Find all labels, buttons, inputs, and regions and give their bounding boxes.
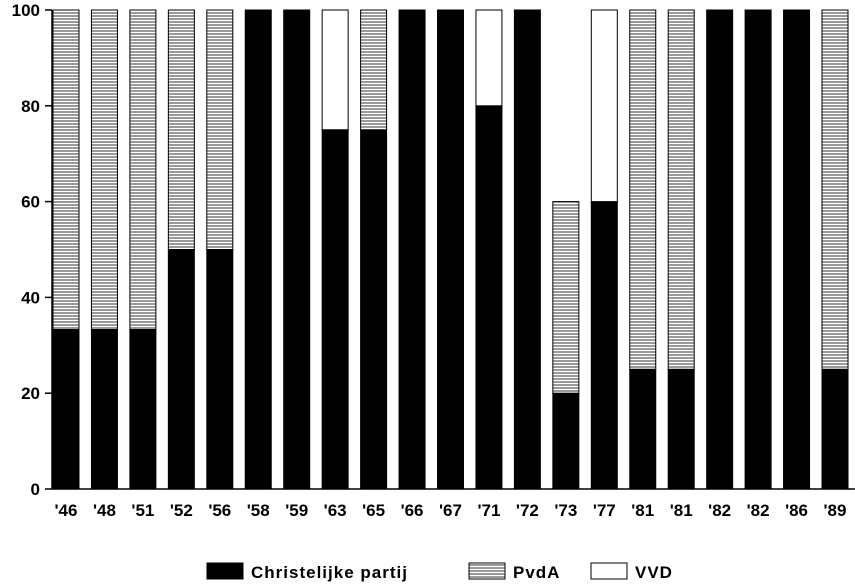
bar-segment-christelijke-partij <box>475 105 503 490</box>
bar-segment-pvda <box>360 9 388 131</box>
x-tick-label: '71 <box>477 501 500 520</box>
bar-segment-christelijke-partij <box>283 9 311 490</box>
legend-label: Christelijke partij <box>251 563 408 582</box>
x-tick-label: '81 <box>670 501 693 520</box>
bar-segment-pvda <box>667 9 695 370</box>
y-tick-label: 80 <box>21 97 40 116</box>
legend-label: VVD <box>635 563 673 582</box>
y-tick-label: 100 <box>12 1 40 20</box>
bar-segment-christelijke-partij <box>360 129 388 490</box>
bar-segment-christelijke-partij <box>821 368 849 490</box>
bar-segment-vvd <box>475 9 503 107</box>
bar-segment-christelijke-partij <box>206 249 234 490</box>
bar-segment-pvda <box>167 9 195 250</box>
x-tick-label: '72 <box>516 501 539 520</box>
bar-segment-christelijke-partij <box>590 201 618 490</box>
legend-item: Christelijke partij <box>206 562 408 582</box>
bars-group <box>52 9 849 490</box>
x-tick-label: '66 <box>401 501 424 520</box>
bar-segment-pvda <box>629 9 657 370</box>
bar-segment-christelijke-partij <box>321 129 349 490</box>
x-tick-label: '51 <box>131 501 154 520</box>
bar-segment-pvda <box>206 9 234 250</box>
y-tick-label: 20 <box>21 384 40 403</box>
bar-segment-vvd <box>321 9 349 131</box>
bar-segment-christelijke-partij <box>244 9 272 490</box>
legend-label: PvdA <box>513 563 560 582</box>
bar-segment-pvda <box>52 9 80 330</box>
y-tick-label: 60 <box>21 193 40 212</box>
bar-segment-christelijke-partij <box>52 328 80 490</box>
x-tick-label: '56 <box>208 501 231 520</box>
bar-segment-christelijke-partij <box>783 9 811 490</box>
legend: Christelijke partij PvdA VVD <box>206 562 673 582</box>
x-tick-label: '73 <box>554 501 577 520</box>
bar-segment-vvd <box>590 9 618 203</box>
y-axis: 0 20 40 60 80 100 <box>12 1 53 499</box>
bar-segment-pvda <box>552 201 580 394</box>
legend-item: VVD <box>590 562 673 582</box>
bar-segment-christelijke-partij <box>629 368 657 490</box>
x-tick-label: '52 <box>170 501 193 520</box>
x-tick-label: '81 <box>631 501 654 520</box>
x-tick-label: '46 <box>55 501 78 520</box>
bar-segment-pvda <box>821 9 849 370</box>
x-tick-label: '82 <box>708 501 731 520</box>
bar-segment-christelijke-partij <box>129 328 157 490</box>
x-tick-label: '77 <box>593 501 616 520</box>
x-tick-label: '58 <box>247 501 270 520</box>
bar-segment-christelijke-partij <box>398 9 426 490</box>
x-tick-label: '67 <box>439 501 462 520</box>
bar-segment-christelijke-partij <box>167 249 195 490</box>
bar-segment-pvda <box>90 9 118 330</box>
x-tick-label: '86 <box>785 501 808 520</box>
bar-segment-pvda <box>129 9 157 330</box>
bar-segment-christelijke-partij <box>90 328 118 490</box>
bar-segment-christelijke-partij <box>744 9 772 490</box>
x-tick-label: '65 <box>362 501 385 520</box>
x-tick-label: '82 <box>747 501 770 520</box>
x-axis: '46 '48 '51 '52 '56 '58 '59 '63 '65 '66 '67 '71 '72 '… <box>52 488 855 520</box>
x-tick-label: '59 <box>285 501 308 520</box>
bar-segment-christelijke-partij <box>706 9 734 490</box>
legend-item: PvdA <box>468 562 560 582</box>
y-tick-label: 0 <box>31 480 40 499</box>
bar-segment-christelijke-partij <box>667 368 695 490</box>
legend-swatch <box>206 562 244 580</box>
x-tick-label: '48 <box>93 501 116 520</box>
bar-segment-christelijke-partij <box>437 9 464 490</box>
x-tick-label: '63 <box>324 501 347 520</box>
x-tick-label: '89 <box>824 501 847 520</box>
bar-segment-christelijke-partij <box>552 392 580 490</box>
legend-swatch <box>590 562 628 580</box>
legend-swatch <box>468 562 506 580</box>
y-tick-label: 40 <box>21 288 40 307</box>
bar-segment-christelijke-partij <box>513 9 541 490</box>
